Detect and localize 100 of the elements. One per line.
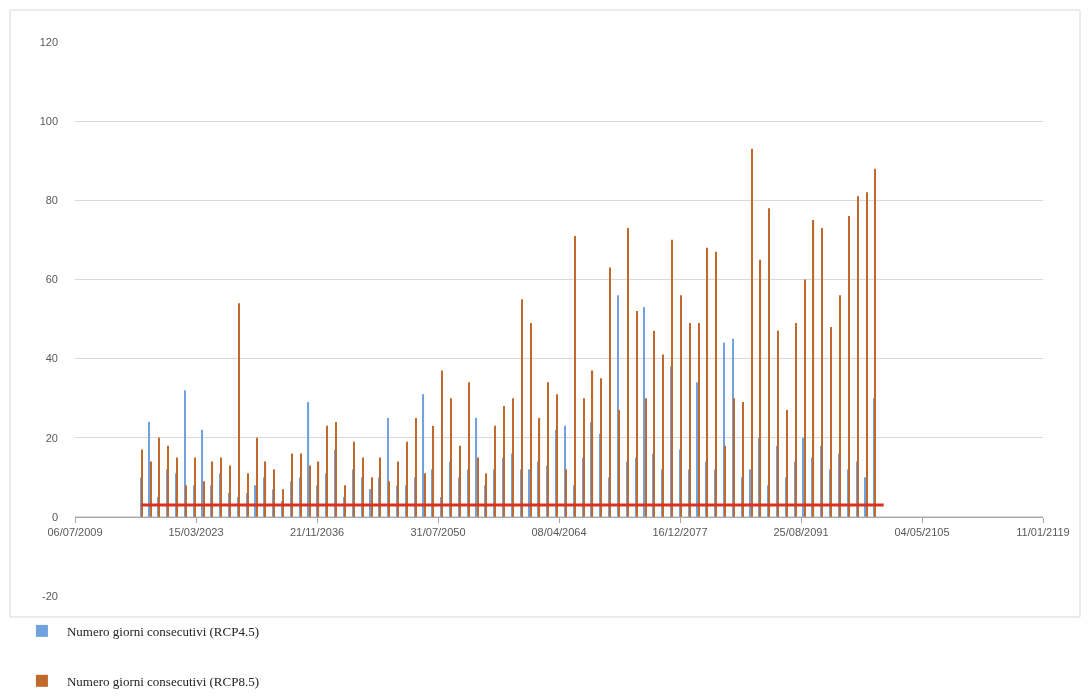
bar bbox=[830, 326, 832, 517]
bar bbox=[141, 449, 143, 517]
bar bbox=[485, 473, 488, 517]
bar bbox=[459, 445, 461, 517]
bar bbox=[256, 437, 258, 517]
bar bbox=[777, 330, 779, 517]
bar bbox=[556, 394, 558, 517]
bar bbox=[273, 469, 275, 517]
bar bbox=[247, 473, 249, 517]
bar bbox=[371, 477, 373, 517]
y-tick-label: 100 bbox=[39, 114, 58, 127]
bar bbox=[158, 437, 161, 517]
bar bbox=[696, 382, 699, 517]
bar bbox=[645, 398, 647, 517]
bar bbox=[362, 457, 364, 517]
bar bbox=[627, 227, 629, 517]
bar bbox=[689, 322, 691, 517]
bar bbox=[565, 469, 567, 517]
bar bbox=[706, 247, 709, 517]
bar bbox=[618, 410, 620, 517]
bar bbox=[751, 148, 753, 517]
bar bbox=[733, 398, 735, 517]
legend-label: Numero giorni consecutivi (RCP4.5) bbox=[66, 623, 260, 639]
bar bbox=[309, 465, 311, 517]
bar bbox=[379, 457, 381, 517]
bar bbox=[406, 441, 408, 517]
bar bbox=[477, 457, 479, 517]
bar bbox=[848, 216, 850, 517]
bar bbox=[715, 251, 717, 517]
bar bbox=[724, 445, 726, 517]
bar bbox=[653, 330, 656, 517]
y-tick-label: 80 bbox=[45, 194, 58, 207]
x-tick-label: 21/11/2036 bbox=[289, 526, 345, 539]
bar bbox=[698, 322, 700, 517]
bar bbox=[194, 457, 196, 517]
x-tick-label: 31/07/2050 bbox=[410, 526, 466, 539]
x-tick-label: 04/05/2105 bbox=[894, 526, 950, 539]
x-tick-label: 06/07/2009 bbox=[47, 526, 103, 539]
bar bbox=[300, 453, 302, 517]
bar bbox=[176, 457, 178, 517]
bar bbox=[749, 469, 752, 517]
bar bbox=[326, 425, 328, 517]
bar bbox=[786, 410, 788, 517]
y-tick-label: 40 bbox=[45, 352, 58, 365]
bar bbox=[821, 227, 823, 517]
bar bbox=[636, 311, 638, 517]
bar bbox=[503, 406, 505, 517]
y-tick-label: 60 bbox=[45, 273, 58, 286]
bar bbox=[424, 473, 426, 517]
bar bbox=[238, 303, 240, 517]
bar bbox=[839, 295, 841, 517]
bar bbox=[344, 485, 346, 517]
legend-label: Numero giorni consecutivi (RCP8.5) bbox=[66, 673, 260, 689]
x-tick-label: 16/12/2077 bbox=[652, 526, 708, 539]
bar bbox=[591, 370, 594, 517]
bar bbox=[494, 425, 496, 517]
bar bbox=[432, 425, 435, 517]
bar bbox=[547, 382, 549, 517]
bar bbox=[538, 417, 541, 517]
bar bbox=[643, 307, 646, 517]
bar bbox=[335, 421, 337, 517]
bar bbox=[475, 417, 478, 517]
bar bbox=[307, 402, 310, 517]
bar bbox=[874, 168, 876, 517]
bar bbox=[768, 208, 770, 517]
bar bbox=[264, 461, 267, 517]
bar bbox=[220, 457, 222, 517]
bar bbox=[812, 220, 815, 517]
bar bbox=[583, 398, 585, 517]
bar bbox=[521, 299, 523, 517]
bar bbox=[397, 461, 399, 517]
y-tick-label: -20 bbox=[42, 589, 58, 602]
bar bbox=[795, 322, 797, 517]
bar bbox=[167, 445, 169, 517]
bar bbox=[857, 196, 859, 517]
bar bbox=[574, 235, 576, 517]
bar bbox=[291, 453, 293, 517]
bar bbox=[759, 259, 762, 517]
bar bbox=[530, 322, 532, 517]
bar bbox=[742, 402, 744, 517]
bar bbox=[680, 295, 682, 517]
bar bbox=[211, 461, 214, 517]
bar bbox=[450, 398, 452, 517]
y-tick-label: 0 bbox=[51, 510, 58, 523]
y-tick-label: 120 bbox=[39, 35, 58, 48]
bar bbox=[866, 192, 868, 517]
bar bbox=[229, 465, 231, 517]
bar bbox=[415, 417, 417, 517]
bar bbox=[422, 394, 425, 517]
x-tick-label: 11/01/2119 bbox=[1016, 526, 1070, 539]
bar bbox=[609, 267, 611, 517]
bar bbox=[671, 239, 673, 517]
bar bbox=[185, 485, 187, 517]
x-tick-label: 15/03/2023 bbox=[168, 526, 224, 539]
x-tick-label: 08/04/2064 bbox=[531, 526, 587, 539]
bar bbox=[203, 481, 205, 517]
bar bbox=[201, 429, 204, 517]
bar bbox=[468, 382, 470, 517]
bar bbox=[148, 421, 151, 517]
bar bbox=[802, 437, 805, 517]
